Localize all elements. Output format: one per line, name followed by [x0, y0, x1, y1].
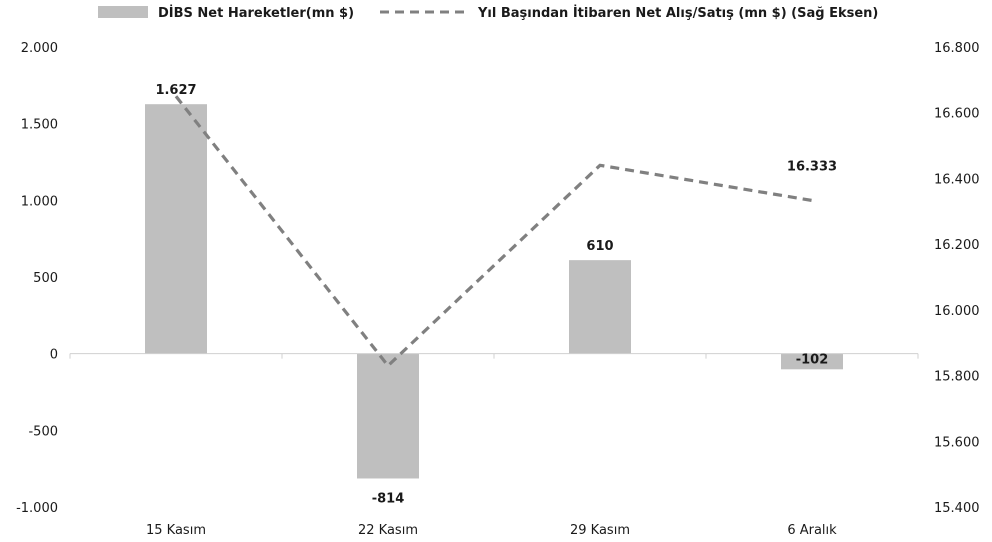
category-label: 22 Kasım — [358, 523, 418, 538]
right-axis-tick-label: 16.600 — [934, 107, 980, 122]
left-axis-tick-label: 1.000 — [21, 194, 58, 209]
bar — [569, 260, 631, 354]
bar — [781, 353, 843, 370]
category-label: 6 Aralık — [787, 523, 837, 538]
left-axis-tick-label: -500 — [28, 424, 58, 439]
right-axis-tick-label: 16.000 — [934, 304, 980, 319]
right-axis-tick-label: 15.400 — [934, 501, 980, 516]
left-axis-tick-label: 1.500 — [21, 118, 58, 133]
bar-data-label: 1.627 — [155, 83, 196, 98]
left-axis-tick-label: -1.000 — [16, 501, 58, 516]
category-label: 15 Kasım — [146, 523, 206, 538]
right-axis-tick-label: 16.800 — [934, 41, 980, 56]
category-label: 29 Kasım — [570, 523, 630, 538]
bar-data-label: 610 — [586, 239, 613, 254]
series-line — [174, 95, 813, 368]
left-axis-tick-label: 2.000 — [21, 41, 58, 56]
left-axis-tick-label: 0 — [50, 348, 58, 363]
line-data-label: 16.333 — [787, 159, 837, 174]
right-axis-tick-label: 16.200 — [934, 238, 980, 253]
left-axis-tick-label: 500 — [33, 271, 58, 286]
legend-bar-swatch — [98, 6, 148, 18]
bar — [357, 353, 419, 479]
right-axis-tick-label: 15.600 — [934, 435, 980, 450]
plot-area: 2.000 1.500 1.000 500 0 -500 -1.000 16.800 16.60… — [16, 41, 979, 538]
bar — [145, 104, 207, 354]
legend-line-label: Yıl Başından İtibaren Net Alış/Satış (mn… — [477, 5, 878, 21]
bar-data-label: -814 — [372, 491, 405, 506]
right-axis-tick-label: 15.800 — [934, 370, 980, 385]
legend-bar-label: DİBS Net Hareketler(mn $) — [158, 5, 354, 21]
bar-data-label: -102 — [796, 353, 829, 368]
right-axis-tick-label: 16.400 — [934, 172, 980, 187]
legend: DİBS Net Hareketler(mn $) Yıl Başından İ… — [98, 5, 878, 21]
